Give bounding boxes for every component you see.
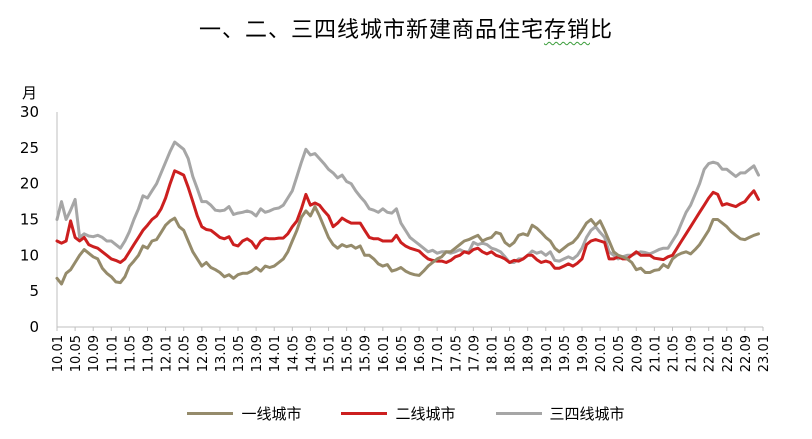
x-tick-label: 10.09: [87, 335, 102, 372]
y-tick-label: 30: [20, 103, 39, 121]
x-tick-label: 21.09: [685, 335, 700, 372]
x-tick-label: 12.05: [178, 335, 193, 372]
x-tick-label: 22.09: [739, 335, 754, 372]
x-tick-label: 14.01: [268, 335, 283, 372]
y-tick-label: 25: [20, 139, 39, 157]
legend: 一线城市 二线城市 三四线城市: [0, 403, 812, 424]
x-tick-label: 17.09: [467, 335, 482, 372]
series-line-1: [55, 169, 760, 270]
x-tick-label: 20.05: [612, 335, 627, 372]
x-tick-label: 22.05: [721, 335, 736, 372]
x-tick-label: 16.09: [413, 335, 428, 372]
legend-swatch: [495, 412, 542, 415]
chart-title: 一、二、三四线城市新建商品住宅存销比: [0, 12, 812, 44]
x-tick-label: 17.05: [449, 335, 464, 372]
x-tick-label: 18.09: [522, 335, 537, 372]
legend-swatch: [341, 412, 388, 415]
x-tick-label: 21.01: [648, 335, 663, 372]
x-tick-label: 15.09: [359, 335, 374, 372]
axes: 0 5 10 15 20 25 30 10.01 10.05 10.09 11.01 11.05 11.…: [20, 103, 772, 372]
legend-label: 一线城市: [241, 405, 302, 423]
x-tick-label: 18.01: [485, 335, 500, 372]
x-tick-label: 11.01: [105, 335, 120, 372]
x-tick-label: 15.05: [341, 335, 356, 372]
legend-label: 三四线城市: [549, 405, 625, 423]
x-tick-label: 12.09: [196, 335, 211, 372]
x-tick-label: 22.01: [703, 335, 718, 372]
x-tick-label: 21.05: [666, 335, 681, 372]
legend-swatch: [187, 412, 234, 415]
x-tick-label: 13.09: [250, 335, 265, 372]
y-axis-label: 月: [22, 84, 37, 102]
y-tick-label: 0: [29, 318, 39, 336]
x-tick-label: 19.05: [558, 335, 573, 372]
x-tick-label: 16.05: [395, 335, 410, 372]
y-tick-label: 15: [20, 211, 39, 229]
x-tick-label: 10.05: [69, 335, 84, 372]
y-tick-label: 10: [20, 246, 39, 264]
x-tick-label: 20.01: [594, 335, 609, 372]
x-tick-label: 12.01: [160, 335, 175, 372]
x-tick-label: 15.01: [323, 335, 338, 372]
y-tick-label: 20: [20, 175, 39, 193]
x-tick-label: 13.05: [232, 335, 247, 372]
x-tick-label: 11.09: [142, 335, 157, 372]
legend-item: 二线城市: [341, 403, 456, 424]
legend-label: 二线城市: [395, 405, 456, 423]
x-tick-label: 11.05: [123, 335, 138, 372]
x-tick-label: 10.01: [51, 335, 66, 372]
x-tick-label: 17.01: [431, 335, 446, 372]
legend-item: 三四线城市: [495, 403, 625, 424]
series-line-0: [55, 205, 760, 286]
x-tick-label: 19.09: [576, 335, 591, 372]
x-tick-label: 23.01: [757, 335, 772, 372]
y-tick-label: 5: [29, 282, 39, 300]
x-tick-label: 13.01: [214, 335, 229, 372]
title-underlined-text: 存销: [543, 18, 590, 43]
series-line-2: [55, 140, 760, 264]
x-tick-label: 16.01: [377, 335, 392, 372]
legend-item: 一线城市: [187, 403, 301, 424]
chart-title-main: 一、二、三四线城市新建商品住宅存销比: [198, 18, 614, 43]
x-tick-label: 14.09: [304, 335, 319, 372]
x-tick-label: 19.01: [540, 335, 555, 372]
x-tick-label: 14.05: [286, 335, 301, 372]
x-tick-label: 20.09: [630, 335, 645, 372]
series-lines: [55, 140, 760, 286]
x-tick-label: 18.05: [504, 335, 519, 372]
